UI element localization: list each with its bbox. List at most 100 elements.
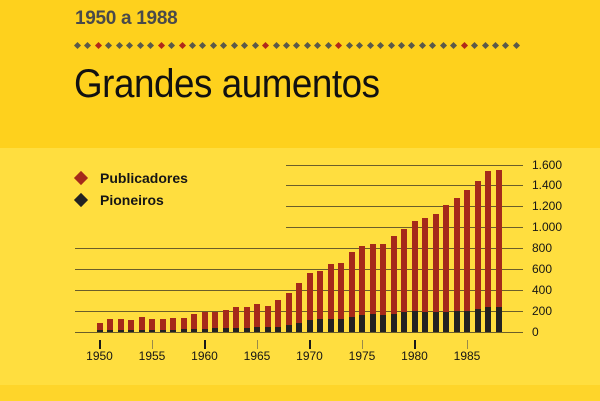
bar-segment-publicadores [485,171,491,307]
gridline [75,269,523,270]
bar-segment-publicadores [233,306,239,329]
x-axis-tick [413,340,416,349]
bar-segment-publicadores [117,318,124,331]
bar-1961 [212,311,218,332]
bar-1970 [306,273,313,332]
bar-segment-pioneiros [96,330,103,332]
x-axis-tick [203,340,206,349]
bar-segment-pioneiros [327,318,334,332]
bar-segment-pioneiros [275,326,281,332]
bar-segment-publicadores [474,180,481,309]
bar-segment-publicadores [201,311,208,329]
bar-1959 [191,313,197,332]
legend-item-publicadores: Publicadores [73,167,188,189]
gridline [286,206,523,207]
bar-segment-pioneiros [222,328,229,332]
gridline [75,248,523,249]
bar-segment-publicadores [338,263,344,319]
x-axis-label: 1980 [401,349,428,363]
bar-segment-publicadores [128,319,134,331]
bar-segment-publicadores [180,318,187,330]
bar-segment-pioneiros [369,314,376,332]
y-axis-label: 1.200 [532,199,563,213]
bar-segment-publicadores [170,318,176,330]
bar-segment-pioneiros [159,329,166,332]
bar-1965 [254,303,260,332]
bar-segment-publicadores [443,204,449,313]
bar-1967 [275,299,281,332]
bar-1966 [264,305,271,332]
bar-1957 [170,318,176,332]
bar-1955 [149,319,155,332]
legend: Publicadores Pioneiros [73,167,188,211]
bar-segment-pioneiros [390,314,397,332]
bar-segment-pioneiros [495,306,502,332]
bar-segment-publicadores [327,264,334,319]
bar-segment-pioneiros [233,328,239,332]
bar-1979 [401,229,407,332]
bar-segment-publicadores [401,229,407,313]
bar-segment-pioneiros [411,311,418,332]
y-axis-label: 400 [532,283,553,297]
bar-segment-pioneiros [422,312,428,332]
diamond-icon [73,170,89,186]
bar-1972 [327,264,334,332]
x-axis-label: 1975 [348,349,376,363]
bar-1953 [128,319,134,332]
x-axis-label: 1955 [138,349,166,363]
bar-segment-pioneiros [296,322,302,332]
chart-subtitle: 1950 a 1988 [75,8,178,29]
bar-segment-publicadores [422,217,428,313]
legend-label: Publicadores [100,170,188,186]
bar-segment-publicadores [495,170,502,307]
y-axis-label: 0 [532,325,539,339]
bar-1982 [432,214,439,332]
bar-segment-pioneiros [401,312,407,332]
bar-segment-publicadores [243,306,250,328]
bar-1952 [117,318,124,332]
x-axis-label: 1985 [453,349,481,363]
bar-segment-publicadores [96,323,103,331]
bar-segment-publicadores [222,309,229,329]
x-axis-tick [151,340,153,349]
bar-segment-publicadores [380,243,386,315]
x-axis-label: 1950 [86,349,113,363]
bar-segment-publicadores [275,299,281,327]
bar-1980 [411,220,418,332]
bar-segment-publicadores [411,220,418,312]
bar-segment-publicadores [296,282,302,323]
y-axis-label: 1.400 [532,178,563,192]
x-axis-tick [98,340,101,349]
x-axis-label: 1970 [296,349,323,363]
bar-segment-pioneiros [180,329,187,332]
x-axis-tick [466,340,468,349]
bar-segment-pioneiros [443,312,449,332]
bar-segment-publicadores [317,270,323,319]
bar-1960 [201,311,208,332]
legend-label: Pioneiros [100,192,164,208]
bar-segment-pioneiros [348,316,355,332]
y-axis-label: 200 [532,304,553,318]
bar-segment-publicadores [306,273,313,320]
gridline [286,165,523,166]
gridline [75,332,523,333]
bar-1951 [107,319,113,332]
bar-1983 [443,204,449,332]
bar-1973 [338,263,344,332]
bar-1977 [380,243,386,332]
bar-segment-pioneiros [285,324,292,332]
bar-segment-publicadores [254,303,260,328]
y-axis-label: 1.600 [532,158,563,172]
bar-1971 [317,270,323,332]
header-band [0,0,600,148]
chart-title: Grandes aumentos [74,62,380,106]
bar-segment-pioneiros [243,327,250,332]
bar-segment-pioneiros [380,314,386,332]
bar-1963 [233,306,239,332]
x-axis-label: 1965 [243,349,271,363]
bar-segment-pioneiros [306,319,313,332]
bar-segment-pioneiros [170,329,176,332]
x-axis-tick [256,340,258,349]
bar-segment-pioneiros [117,330,124,332]
y-axis-label: 1.000 [532,220,563,234]
